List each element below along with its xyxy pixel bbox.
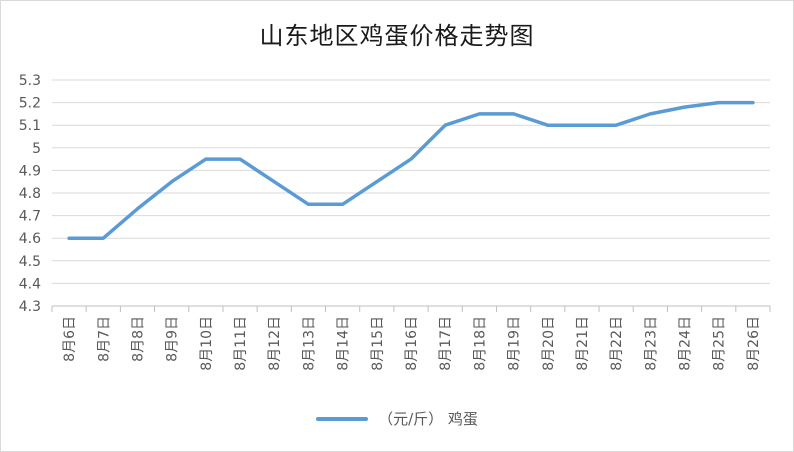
x-tick-label: 8月7日 <box>96 316 112 362</box>
y-tick-label: 5 <box>32 141 41 157</box>
y-tick-label: 4.7 <box>19 209 41 225</box>
x-tick-label: 8月23日 <box>643 316 659 371</box>
y-tick-label: 5.2 <box>19 96 41 112</box>
x-tick-label: 8月10日 <box>199 316 215 371</box>
y-tick-label: 4.9 <box>19 163 41 179</box>
x-tick-label: 8月13日 <box>301 316 317 371</box>
y-tick-label: 5.1 <box>19 118 41 134</box>
legend-swatch <box>316 416 369 421</box>
x-tick-label: 8月12日 <box>267 316 283 371</box>
y-tick-label: 4.8 <box>19 186 41 202</box>
x-tick-label: 8月19日 <box>507 316 523 371</box>
x-tick-label: 8月8日 <box>130 316 146 362</box>
legend: （元/斤） 鸡蛋 <box>0 408 794 429</box>
y-tick-label: 4.5 <box>19 254 41 270</box>
x-tick-label: 8月15日 <box>370 316 386 371</box>
x-tick-label: 8月21日 <box>575 316 591 371</box>
series-line <box>67 100 755 240</box>
chart-title: 山东地区鸡蛋价格走势图 <box>259 22 535 50</box>
y-tick-label: 5.3 <box>19 73 41 89</box>
x-tick-label: 8月9日 <box>165 316 181 362</box>
x-tick-label: 8月22日 <box>609 316 625 371</box>
y-tick-label: 4.4 <box>19 276 41 292</box>
x-tick-label: 8月18日 <box>472 316 488 371</box>
x-tick-label: 8月17日 <box>438 316 454 371</box>
x-tick-label: 8月24日 <box>678 316 694 371</box>
x-tick-label: 8月6日 <box>62 316 78 362</box>
x-tick-label: 8月14日 <box>336 316 352 371</box>
x-tick-label: 8月16日 <box>404 316 420 371</box>
x-tick-label: 8月26日 <box>746 316 762 371</box>
x-tick-label: 8月11日 <box>233 316 249 371</box>
y-tick-label: 4.6 <box>19 231 41 247</box>
y-tick-label: 4.3 <box>19 299 41 315</box>
x-tick-label: 8月20日 <box>541 316 557 371</box>
legend-label: （元/斤） 鸡蛋 <box>378 410 478 428</box>
x-tick-label: 8月25日 <box>712 316 728 371</box>
